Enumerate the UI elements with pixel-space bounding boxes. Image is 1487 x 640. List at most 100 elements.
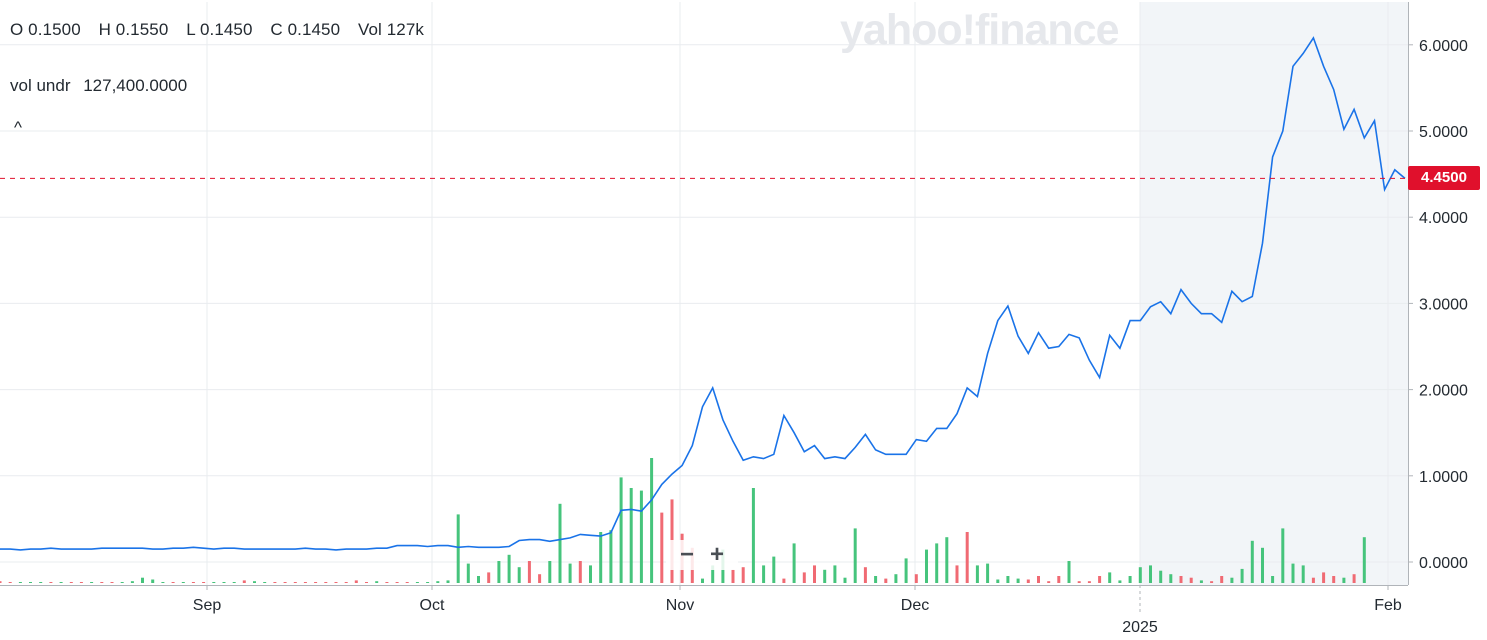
x-tick-label: Dec <box>901 597 929 614</box>
x-axis: Sep Oct Nov Dec Feb 2025 <box>0 585 1408 636</box>
volume-bar <box>314 582 318 583</box>
volume-bar <box>629 488 633 583</box>
volume-bar <box>996 579 1000 583</box>
volume-bar <box>395 582 399 583</box>
volume-bar <box>263 582 267 583</box>
volume-bar <box>365 582 368 583</box>
volume-bar <box>894 574 898 583</box>
volume-bar <box>1210 581 1214 583</box>
volume-bar <box>619 477 623 583</box>
volume-bar <box>1250 540 1254 583</box>
volume-bar <box>772 556 776 583</box>
y-tick-label: 3.0000 <box>1419 296 1468 313</box>
volume-bar <box>1006 576 1010 583</box>
volume-bar <box>334 582 338 583</box>
volume-bar <box>823 569 827 583</box>
volume-bar <box>90 582 94 583</box>
volume-bar <box>79 582 83 583</box>
volume-bar <box>161 582 165 583</box>
volume-bar <box>141 577 144 583</box>
volume-bar <box>650 458 654 583</box>
volume-bar <box>568 563 572 583</box>
volume-bar <box>1037 576 1040 583</box>
volume-bar <box>1016 578 1020 583</box>
volume-bar <box>497 561 501 583</box>
volume-bar <box>975 565 979 583</box>
volume-bar <box>59 582 63 583</box>
volume-bar <box>1179 576 1183 583</box>
volume-bar <box>1199 580 1203 583</box>
volume-bar <box>324 582 328 583</box>
volume-bar <box>222 582 226 583</box>
collapse-chevron-icon[interactable]: ^ <box>14 118 22 137</box>
volume-bar <box>792 543 796 583</box>
y-tick-label: 0.0000 <box>1419 555 1468 572</box>
volume-bar <box>1352 574 1356 583</box>
y-axis: 0.0000 1.0000 2.0000 3.0000 4.0000 5.0000 6.00… <box>1408 2 1468 585</box>
volume-bar <box>212 582 216 583</box>
x-tick-label: Feb <box>1374 597 1402 614</box>
volume-bar <box>242 580 246 583</box>
volume-bar <box>1047 581 1051 583</box>
volume-bar <box>1159 570 1163 583</box>
volume-bar <box>578 561 582 583</box>
volume-bar <box>181 582 185 583</box>
volume-bar <box>415 582 419 583</box>
volume-bar <box>253 581 256 583</box>
volume-label: vol undr <box>10 76 71 95</box>
volume-bar <box>436 581 440 583</box>
volume-bar <box>344 582 348 583</box>
volume-bar <box>130 581 134 583</box>
volume-bar <box>874 576 878 583</box>
volume-bar <box>293 582 297 583</box>
volume-bar <box>446 580 450 583</box>
volume-bar <box>354 580 358 583</box>
volume-bar <box>955 565 959 583</box>
volume-bar <box>1169 574 1173 583</box>
yahoo-finance-logo: yahoo!finance <box>840 6 1119 54</box>
zoom-out-button[interactable]: − <box>679 541 694 568</box>
volume-bar <box>232 582 236 583</box>
volume-bar <box>171 582 175 583</box>
volume-bar <box>833 565 837 583</box>
volume-bar <box>517 567 521 583</box>
current-price-badge: 4.4500 <box>1408 166 1480 190</box>
volume-bar <box>1291 563 1295 583</box>
volume-bar <box>29 582 32 583</box>
volume-bar <box>466 563 470 583</box>
volume-bar <box>965 532 969 583</box>
volume-bar <box>1311 577 1315 583</box>
volume-bar <box>711 565 715 583</box>
volume-bar <box>1087 581 1091 583</box>
volume-bar <box>1077 581 1081 583</box>
close-value: C 0.1450 <box>270 20 341 39</box>
volume-bar <box>100 582 104 583</box>
volume-bar <box>1220 576 1224 583</box>
volume-bar <box>8 582 12 583</box>
volume-bar <box>39 582 43 583</box>
volume-bar <box>1057 576 1061 583</box>
volume-bar <box>589 565 592 583</box>
volume-bar <box>69 582 73 583</box>
zoom-controls: − + <box>666 540 738 570</box>
zoom-in-button[interactable]: + <box>709 541 724 568</box>
y-tick-label: 6.0000 <box>1419 38 1468 55</box>
volume-bar <box>802 572 806 583</box>
volume-bar <box>863 567 867 583</box>
volume-bar <box>925 549 928 583</box>
ohlc-readout: O 0.1500 H 0.1550 L 0.1450 C 0.1450 Vol … <box>10 20 437 40</box>
volume-bar <box>639 490 643 583</box>
volume-bar <box>273 582 277 583</box>
volume-bar <box>49 582 53 583</box>
volume-bar <box>120 582 124 583</box>
y-tick-label: 2.0000 <box>1419 383 1468 400</box>
grid-lines <box>0 2 1408 585</box>
volume-bar <box>548 561 552 583</box>
volume-bar <box>375 581 379 583</box>
volume-bar <box>884 578 888 583</box>
y-tick-label: 1.0000 <box>1419 469 1468 486</box>
volume-bar <box>202 582 206 583</box>
volume-bar <box>1189 577 1193 583</box>
volume-bar <box>762 565 766 583</box>
